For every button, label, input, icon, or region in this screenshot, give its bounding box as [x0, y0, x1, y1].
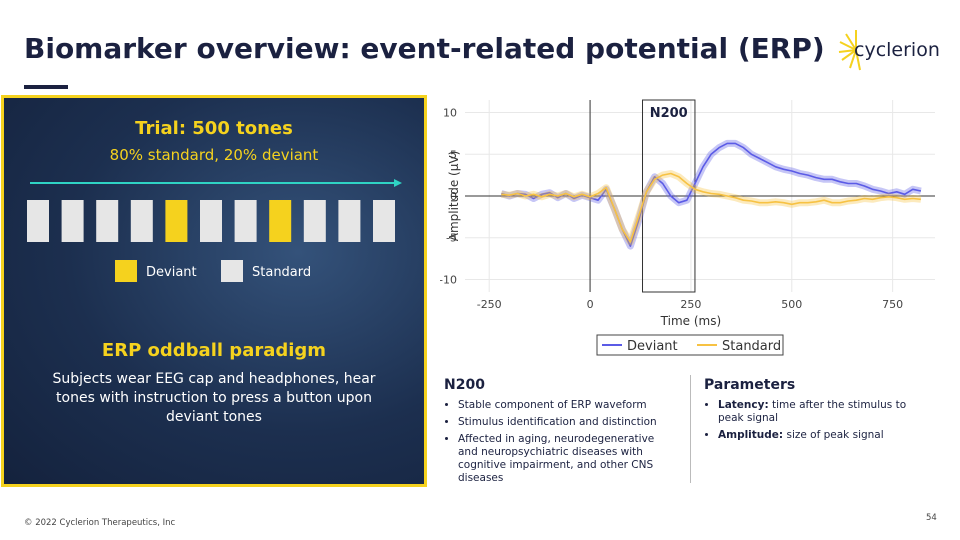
- section-title: Parameters: [704, 377, 796, 393]
- legend-label: Standard: [722, 339, 781, 354]
- tone-box: [165, 200, 188, 242]
- n200-section: N200 Stable component of ERP waveform Stim…: [444, 377, 674, 489]
- page-number: 54: [926, 513, 937, 523]
- y-tick-label: -10: [440, 273, 457, 286]
- tone-box: [234, 200, 257, 242]
- parameters-section: Parameters Latency: time after the stimul…: [704, 377, 924, 446]
- bullet-text: Affected in aging, neurodegenerative and…: [458, 433, 655, 484]
- y-tick-label: 5: [450, 148, 457, 161]
- tone-box: [27, 200, 49, 242]
- trial-title: Trial: 500 tones: [135, 118, 293, 139]
- bullet-text: size of peak signal: [786, 429, 884, 441]
- tone-box: [61, 200, 84, 242]
- legend-label: Deviant: [146, 265, 197, 280]
- copyright: © 2022 Cyclerion Therapeutics, Inc: [24, 518, 176, 528]
- logo: cyclerion: [838, 30, 940, 71]
- tone-box: [373, 200, 395, 242]
- erp-chart: -10 -5 0 5 10 -250 0 250 500 750 Time (ms) Amplitud…: [440, 99, 935, 356]
- x-tick-label: -250: [477, 298, 502, 311]
- bullet: Amplitude: size of peak signal: [718, 429, 924, 442]
- logo-burst: [838, 30, 861, 71]
- legend-box: [596, 334, 784, 356]
- bullet-label: Amplitude:: [718, 429, 784, 441]
- tone-box: [96, 200, 119, 242]
- bullet-label: Latency:: [718, 399, 769, 411]
- legend-swatch: [115, 260, 137, 282]
- logo-text: cyclerion: [854, 39, 940, 61]
- series-line: [501, 172, 921, 243]
- x-tick-label: 750: [882, 298, 903, 311]
- y-tick-label: -5: [446, 232, 457, 245]
- bullet: Affected in aging, neurodegenerative and…: [458, 433, 674, 485]
- bullet-list: Latency: time after the stimulus to peak…: [704, 399, 924, 442]
- arrow-head: [394, 179, 402, 187]
- tone-box: [338, 200, 361, 242]
- tone-sequence: Deviant Standard: [27, 179, 402, 282]
- slide-title: Biomarker overview: event-related potent…: [24, 32, 825, 65]
- title-rule: [24, 85, 68, 89]
- bullet-list: Stable component of ERP waveform Stimulus…: [444, 399, 674, 485]
- y-tick-label: 0: [450, 190, 457, 203]
- tone-box: [303, 200, 326, 242]
- section-title: N200: [444, 377, 485, 393]
- trial-subtitle: 80% standard, 20% deviant: [109, 146, 319, 164]
- y-tick-label: 10: [443, 107, 457, 120]
- paradigm-panel: Trial: 500 tones 80% standard, 20% devia…: [1, 95, 427, 487]
- bullet-text: Stable component of ERP waveform: [458, 399, 647, 411]
- legend-label: Standard: [252, 265, 311, 280]
- paradigm-text: Subjects wear EEG cap and headphones, he…: [52, 371, 376, 425]
- legend-swatch: [221, 260, 243, 282]
- x-tick-label: 250: [680, 298, 701, 311]
- x-axis-label: Time (ms): [660, 314, 722, 328]
- bullet: Latency: time after the stimulus to peak…: [718, 399, 924, 425]
- tone-box: [269, 200, 292, 242]
- bullet-text: Stimulus identification and distinction: [458, 416, 657, 428]
- series-line: [501, 142, 922, 247]
- bullet: Stable component of ERP waveform: [458, 399, 674, 412]
- bullet: Stimulus identification and distinction: [458, 416, 674, 429]
- tone-box: [130, 200, 153, 242]
- legend-label: Deviant: [627, 339, 678, 354]
- annotation-label: N200: [650, 106, 688, 121]
- annotation-box: [642, 99, 696, 293]
- paradigm-title: ERP oddball paradigm: [101, 340, 327, 361]
- tone-box: [200, 200, 222, 242]
- bullet-text: time after the stimulus to peak signal: [718, 399, 907, 424]
- x-tick-label: 500: [781, 298, 802, 311]
- x-tick-label: 0: [587, 298, 594, 311]
- divider: [690, 375, 691, 483]
- y-axis-label: Amplitude (µV): [447, 151, 461, 242]
